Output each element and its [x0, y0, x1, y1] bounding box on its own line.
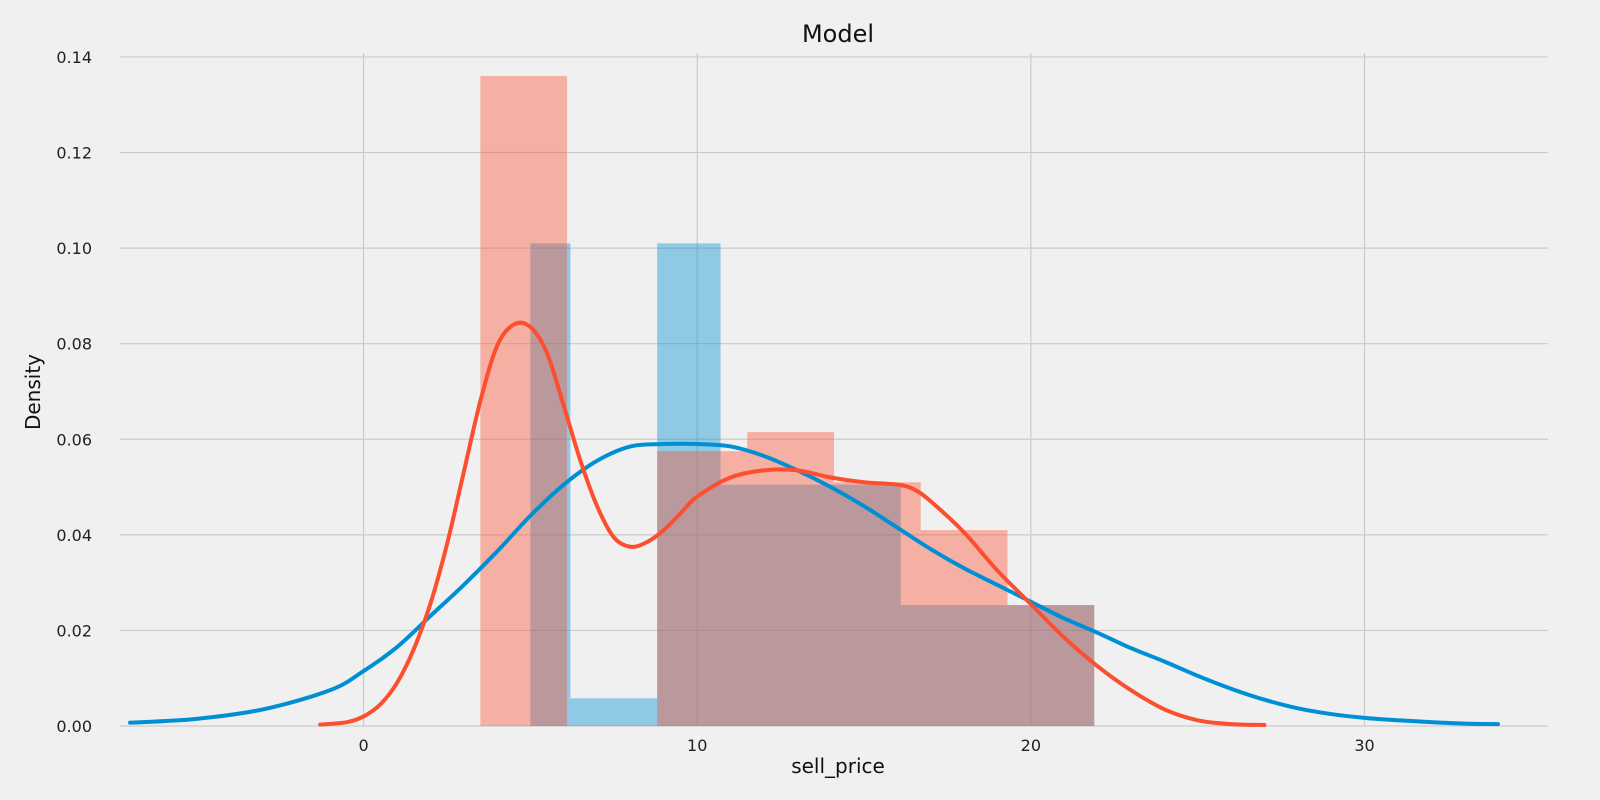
histogram-bar-1: [657, 243, 721, 727]
histogram-bar-2: [834, 482, 921, 726]
histogram-bar-2: [480, 76, 568, 726]
histogram-bar-1: [570, 698, 658, 726]
y-tick-label: 0.12: [56, 144, 92, 163]
x-tick-labels: 0 10 20 30: [358, 736, 1374, 755]
x-tick-label: 0: [358, 736, 368, 755]
chart-title: Model: [802, 20, 874, 48]
y-tick-labels: 0.00 0.02 0.04 0.06 0.08 0.10 0.12 0.14: [56, 48, 92, 736]
y-tick-label: 0.06: [56, 430, 92, 449]
y-axis-label: Density: [21, 354, 45, 430]
histogram-bar-2: [920, 530, 1008, 726]
histogram-bars: [480, 76, 1095, 727]
x-tick-label: 20: [1021, 736, 1041, 755]
y-tick-label: 0.02: [56, 621, 92, 640]
histogram-bar-1: [900, 605, 1095, 726]
histogram-bar-2: [657, 451, 748, 726]
x-tick-label: 10: [687, 736, 707, 755]
x-tick-label: 30: [1354, 736, 1374, 755]
histogram-bar-1: [720, 484, 901, 726]
y-tick-label: 0.08: [56, 335, 92, 354]
y-tick-label: 0.04: [56, 526, 92, 545]
y-tick-label: 0.00: [56, 717, 92, 736]
kde-line-1: [128, 441, 1500, 727]
kde-lines: [128, 320, 1500, 728]
x-axis-label: sell_price: [791, 754, 885, 778]
kde-line-2: [318, 320, 1267, 728]
grid-lines: [120, 53, 1548, 727]
y-tick-label: 0.10: [56, 239, 92, 258]
y-tick-label: 0.14: [56, 48, 92, 67]
